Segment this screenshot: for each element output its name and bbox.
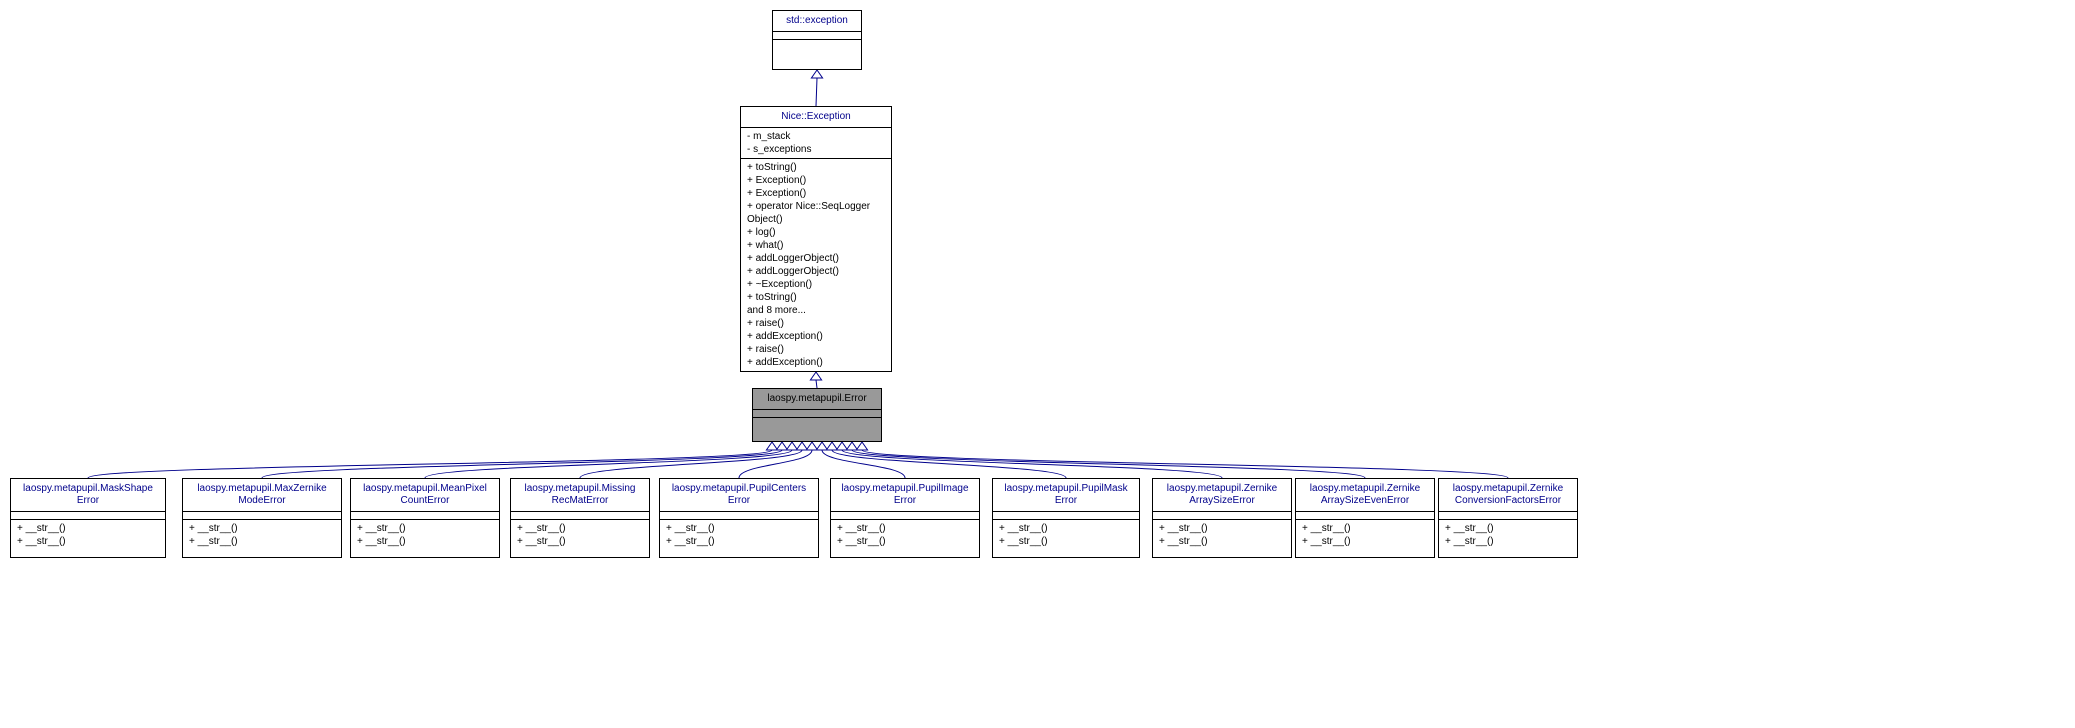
class-node-mask-shape[interactable]: laospy.metapupil.MaskShapeError + __str__… bbox=[10, 478, 166, 558]
method-item: + __str__() bbox=[517, 535, 643, 548]
attributes-section: - m_stack- s_exceptions bbox=[741, 128, 891, 159]
method-item: + toString() bbox=[747, 161, 885, 174]
class-node-missing-recmat[interactable]: laospy.metapupil.MissingRecMatError + __s… bbox=[510, 478, 650, 558]
class-node-nice-exception[interactable]: Nice::Exception- m_stack- s_exceptions+ … bbox=[740, 106, 892, 372]
methods-section: + __str__()+ __str__() bbox=[1296, 520, 1434, 550]
method-item: + __str__() bbox=[517, 522, 643, 535]
class-title[interactable]: laospy.metapupil.ZernikeArraySizeError bbox=[1153, 479, 1291, 512]
class-title[interactable]: laospy.metapupil.MaskShapeError bbox=[11, 479, 165, 512]
attributes-section bbox=[511, 512, 649, 520]
methods-section: + __str__()+ __str__() bbox=[1153, 520, 1291, 550]
methods-section: + __str__()+ __str__() bbox=[183, 520, 341, 550]
class-title: laospy.metapupil.Error bbox=[753, 389, 881, 410]
method-item: + __str__() bbox=[189, 522, 335, 535]
attributes-section bbox=[11, 512, 165, 520]
method-item: + __str__() bbox=[1445, 535, 1571, 548]
class-title[interactable]: laospy.metapupil.PupilMaskError bbox=[993, 479, 1139, 512]
attributes-section bbox=[1439, 512, 1577, 520]
methods-section bbox=[753, 418, 881, 426]
class-title[interactable]: Nice::Exception bbox=[741, 107, 891, 128]
method-item: + __str__() bbox=[999, 522, 1133, 535]
method-item: + __str__() bbox=[666, 535, 812, 548]
method-item: + operator Nice::SeqLogger bbox=[747, 200, 885, 213]
method-item: + addException() bbox=[747, 330, 885, 343]
attributes-section bbox=[1153, 512, 1291, 520]
methods-section: + __str__()+ __str__() bbox=[351, 520, 499, 550]
attributes-section bbox=[351, 512, 499, 520]
method-item: + __str__() bbox=[1159, 522, 1285, 535]
method-item: + __str__() bbox=[1302, 535, 1428, 548]
attributes-section bbox=[183, 512, 341, 520]
method-item: + __str__() bbox=[17, 535, 159, 548]
class-title[interactable]: laospy.metapupil.ZernikeConversionFactor… bbox=[1439, 479, 1577, 512]
class-title[interactable]: laospy.metapupil.MaxZernikeModeError bbox=[183, 479, 341, 512]
methods-section bbox=[773, 40, 861, 48]
class-title[interactable]: laospy.metapupil.PupilImageError bbox=[831, 479, 979, 512]
method-item: + __str__() bbox=[17, 522, 159, 535]
method-item: + __str__() bbox=[1445, 522, 1571, 535]
method-item: + raise() bbox=[747, 317, 885, 330]
method-item: + __str__() bbox=[1302, 522, 1428, 535]
class-title[interactable]: std::exception bbox=[773, 11, 861, 32]
method-item: + addLoggerObject() bbox=[747, 252, 885, 265]
methods-section: + __str__()+ __str__() bbox=[1439, 520, 1577, 550]
method-item: + addException() bbox=[747, 356, 885, 369]
class-node-zernike-array-even[interactable]: laospy.metapupil.ZernikeArraySizeEvenErr… bbox=[1295, 478, 1435, 558]
attributes-section bbox=[660, 512, 818, 520]
method-item: + Exception() bbox=[747, 174, 885, 187]
method-item: + __str__() bbox=[999, 535, 1133, 548]
methods-section: + __str__()+ __str__() bbox=[831, 520, 979, 550]
method-item: + __str__() bbox=[837, 535, 973, 548]
attributes-section bbox=[773, 32, 861, 40]
class-node-zernike-array[interactable]: laospy.metapupil.ZernikeArraySizeError + … bbox=[1152, 478, 1292, 558]
attributes-section bbox=[1296, 512, 1434, 520]
method-item: Object() bbox=[747, 213, 885, 226]
attributes-section bbox=[831, 512, 979, 520]
methods-section: + __str__()+ __str__() bbox=[993, 520, 1139, 550]
attribute-item: - s_exceptions bbox=[747, 143, 885, 156]
method-item: + what() bbox=[747, 239, 885, 252]
class-node-laospy-error[interactable]: laospy.metapupil.Error bbox=[752, 388, 882, 442]
method-item: + addLoggerObject() bbox=[747, 265, 885, 278]
method-item: + __str__() bbox=[666, 522, 812, 535]
edges-layer bbox=[10, 10, 2065, 718]
method-item: + Exception() bbox=[747, 187, 885, 200]
class-title[interactable]: laospy.metapupil.PupilCentersError bbox=[660, 479, 818, 512]
methods-section: + __str__()+ __str__() bbox=[511, 520, 649, 550]
method-item: + ~Exception() bbox=[747, 278, 885, 291]
method-item: + toString() bbox=[747, 291, 885, 304]
class-node-zernike-conv[interactable]: laospy.metapupil.ZernikeConversionFactor… bbox=[1438, 478, 1578, 558]
class-node-std-exception[interactable]: std::exception bbox=[772, 10, 862, 70]
class-node-pupil-image[interactable]: laospy.metapupil.PupilImageError + __str_… bbox=[830, 478, 980, 558]
method-item: and 8 more... bbox=[747, 304, 885, 317]
class-node-mean-pixel[interactable]: laospy.metapupil.MeanPixelCountError + __… bbox=[350, 478, 500, 558]
method-item: + __str__() bbox=[357, 522, 493, 535]
methods-section: + __str__()+ __str__() bbox=[660, 520, 818, 550]
attributes-section bbox=[753, 410, 881, 418]
method-item: + raise() bbox=[747, 343, 885, 356]
method-item: + __str__() bbox=[1159, 535, 1285, 548]
class-node-pupil-mask[interactable]: laospy.metapupil.PupilMaskError + __str__… bbox=[992, 478, 1140, 558]
methods-section: + __str__()+ __str__() bbox=[11, 520, 165, 550]
class-node-max-zernike[interactable]: laospy.metapupil.MaxZernikeModeError + __… bbox=[182, 478, 342, 558]
class-title[interactable]: laospy.metapupil.MissingRecMatError bbox=[511, 479, 649, 512]
uml-diagram: std::exceptionNice::Exception- m_stack- … bbox=[10, 10, 2065, 718]
attributes-section bbox=[993, 512, 1139, 520]
method-item: + __str__() bbox=[357, 535, 493, 548]
method-item: + __str__() bbox=[189, 535, 335, 548]
class-node-pupil-centers[interactable]: laospy.metapupil.PupilCentersError + __st… bbox=[659, 478, 819, 558]
class-title[interactable]: laospy.metapupil.ZernikeArraySizeEvenErr… bbox=[1296, 479, 1434, 512]
class-title[interactable]: laospy.metapupil.MeanPixelCountError bbox=[351, 479, 499, 512]
method-item: + __str__() bbox=[837, 522, 973, 535]
methods-section: + toString()+ Exception()+ Exception()+ … bbox=[741, 159, 891, 371]
attribute-item: - m_stack bbox=[747, 130, 885, 143]
method-item: + log() bbox=[747, 226, 885, 239]
